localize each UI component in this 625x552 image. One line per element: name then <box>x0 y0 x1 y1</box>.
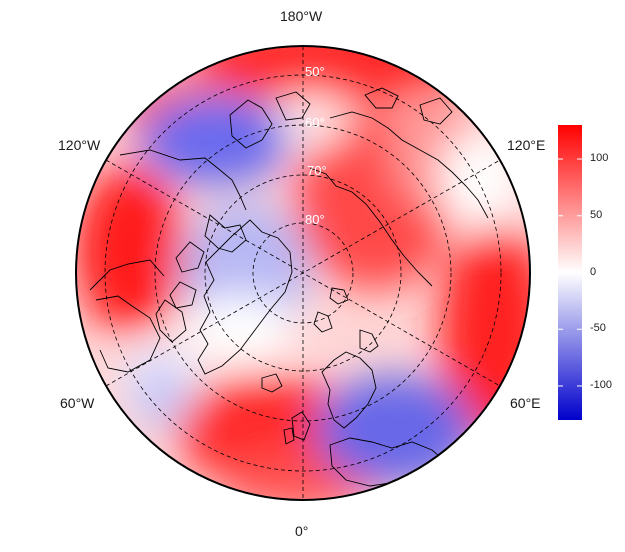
colorbar-tick-label: 0 <box>590 265 597 278</box>
anomaly-field <box>76 46 530 500</box>
lon-label-60e: 60°E <box>510 395 541 411</box>
colorbar-tick-label: -50 <box>590 322 606 335</box>
colorbar-tick-label: -100 <box>590 378 613 391</box>
colorbar-ticks <box>558 158 582 387</box>
coastlines <box>89 87 489 487</box>
lon-label-0: 0° <box>295 523 309 539</box>
lat-label-80: 80° <box>305 212 325 227</box>
colorbar-tick-label: 100 <box>590 152 609 165</box>
lon-label-120w: 120°W <box>58 137 101 153</box>
map-boundary <box>75 45 531 501</box>
lat-label-50: 50° <box>305 64 325 79</box>
colorbar-tick-label: 50 <box>590 208 603 221</box>
lat-label-70: 70° <box>307 163 327 178</box>
lon-label-120e: 120°E <box>507 137 546 153</box>
colorbar <box>558 125 582 420</box>
lat-label-60: 60° <box>305 115 325 130</box>
graticule <box>104 46 502 500</box>
lon-label-60w: 60°W <box>60 395 95 411</box>
lon-label-180w: 180°W <box>280 8 323 24</box>
